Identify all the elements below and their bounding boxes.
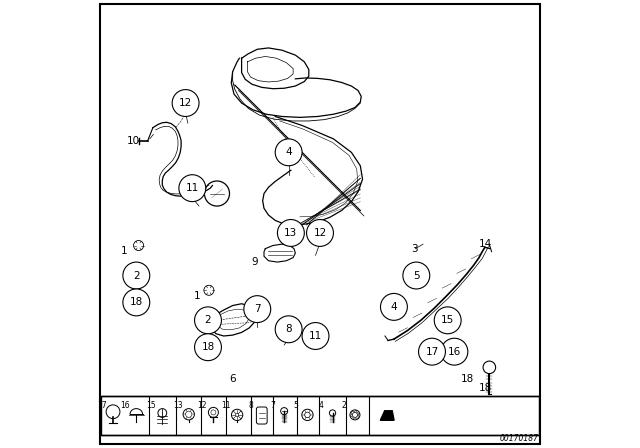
Text: 13: 13 <box>173 401 182 410</box>
Bar <box>101 396 539 435</box>
Text: 4: 4 <box>319 401 324 410</box>
Text: 4: 4 <box>285 147 292 157</box>
Circle shape <box>172 90 199 116</box>
Text: 1: 1 <box>193 291 200 301</box>
Text: 17: 17 <box>426 347 438 357</box>
Text: 5: 5 <box>294 401 299 410</box>
Text: 18: 18 <box>130 297 143 307</box>
Text: 2: 2 <box>133 271 140 280</box>
Text: 1: 1 <box>121 246 127 256</box>
Text: 8: 8 <box>285 324 292 334</box>
Text: 2: 2 <box>205 315 211 325</box>
Circle shape <box>302 323 329 349</box>
Polygon shape <box>380 411 394 420</box>
Circle shape <box>403 262 430 289</box>
Circle shape <box>123 289 150 316</box>
Text: 7: 7 <box>271 401 275 410</box>
Circle shape <box>275 139 302 166</box>
Circle shape <box>380 293 407 320</box>
Text: 18: 18 <box>460 374 474 383</box>
Text: 16: 16 <box>120 401 130 410</box>
Circle shape <box>244 296 271 323</box>
Text: 12: 12 <box>314 228 326 238</box>
Circle shape <box>236 414 239 416</box>
Text: 10: 10 <box>127 136 140 146</box>
Text: 16: 16 <box>448 347 461 357</box>
Text: 4: 4 <box>390 302 397 312</box>
Circle shape <box>278 220 305 246</box>
Text: 6: 6 <box>229 374 236 383</box>
Text: 00170187: 00170187 <box>500 434 539 443</box>
Text: 7: 7 <box>254 304 260 314</box>
Text: 18: 18 <box>479 383 492 392</box>
Circle shape <box>195 307 221 334</box>
Circle shape <box>307 220 333 246</box>
Text: 3: 3 <box>411 244 417 254</box>
Circle shape <box>195 334 221 361</box>
Text: 12: 12 <box>197 401 207 410</box>
Circle shape <box>275 316 302 343</box>
Circle shape <box>419 338 445 365</box>
Text: 15: 15 <box>441 315 454 325</box>
Circle shape <box>123 262 150 289</box>
Circle shape <box>434 307 461 334</box>
Text: 9: 9 <box>252 257 259 267</box>
Text: 11: 11 <box>221 401 230 410</box>
Circle shape <box>179 175 206 202</box>
Circle shape <box>441 338 468 365</box>
Text: 18: 18 <box>202 342 214 352</box>
Text: 15: 15 <box>147 401 156 410</box>
Text: 12: 12 <box>179 98 192 108</box>
Text: 2: 2 <box>341 401 346 410</box>
Text: 11: 11 <box>309 331 322 341</box>
Text: 8: 8 <box>248 401 253 410</box>
Text: 17: 17 <box>97 401 107 410</box>
Text: 14: 14 <box>479 239 492 249</box>
Text: 5: 5 <box>413 271 420 280</box>
Text: 13: 13 <box>284 228 298 238</box>
Text: 11: 11 <box>186 183 199 193</box>
